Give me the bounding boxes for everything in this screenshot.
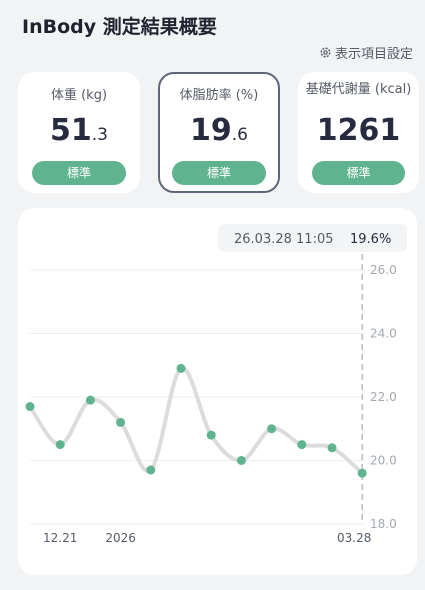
data-point [267, 424, 277, 434]
data-point [206, 430, 216, 440]
data-point [236, 456, 246, 465]
status-badge: 標準 [172, 161, 266, 185]
metric-card[interactable]: 基礎代謝量 (kcal) 1261 標準 [298, 72, 419, 193]
data-point [146, 465, 156, 475]
settings-link[interactable]: 表示項目設定 [319, 43, 413, 62]
y-tick-label: 20.0 [370, 454, 397, 468]
data-point [176, 363, 186, 373]
metric-card[interactable]: 体脂肪率 (%) 19.6 標準 [158, 72, 280, 193]
value-main: 1261 [316, 113, 401, 148]
chart-card: 26.03.28 11:05 19.6% 26.0 24.0 22.0 20.0 18.… [18, 208, 417, 575]
trend-line [28, 366, 365, 476]
status-badge: 標準 [32, 161, 126, 185]
x-tick-label: 2026 [105, 531, 136, 545]
value-decimal: .3 [91, 125, 108, 145]
tooltip-value: 19.6% [350, 232, 391, 247]
metric-value: 1261 [298, 116, 419, 146]
value-main: 19 [190, 113, 232, 148]
data-point [327, 443, 337, 453]
gear-icon [320, 47, 331, 58]
x-tick-label: 12.21 [43, 531, 77, 545]
x-tick-label: 03.28 [337, 531, 371, 545]
data-point [85, 395, 95, 405]
metric-value: 51.3 [18, 116, 140, 150]
chart: 26.03.28 11:05 19.6% 26.0 24.0 22.0 20.0 18.… [25, 224, 407, 545]
page-title: InBody 測定結果概要 [22, 16, 217, 38]
status-badge: 標準 [312, 161, 405, 185]
metric-label: 基礎代謝量 (kcal) [305, 82, 412, 97]
value-main: 51 [50, 113, 92, 148]
tooltip-box [218, 224, 407, 252]
data-point [357, 468, 367, 478]
y-tick-label: 18.0 [370, 517, 397, 531]
value-decimal: .6 [231, 125, 248, 145]
y-tick-label: 24.0 [370, 327, 397, 341]
metric-label: 体脂肪率 (%) [179, 88, 259, 103]
metric-value: 19.6 [160, 116, 278, 150]
settings-text[interactable]: 表示項目設定 [334, 47, 413, 62]
metric-card[interactable]: 体重 (kg) 51.3 標準 [18, 72, 140, 193]
y-tick-label: 22.0 [370, 390, 397, 404]
data-point [116, 417, 126, 427]
y-tick-label: 26.0 [370, 263, 397, 277]
tooltip-time: 26.03.28 11:05 [234, 232, 334, 247]
data-point [297, 440, 307, 450]
data-point [25, 402, 35, 412]
data-point [55, 440, 65, 450]
metric-label: 体重 (kg) [50, 88, 108, 103]
